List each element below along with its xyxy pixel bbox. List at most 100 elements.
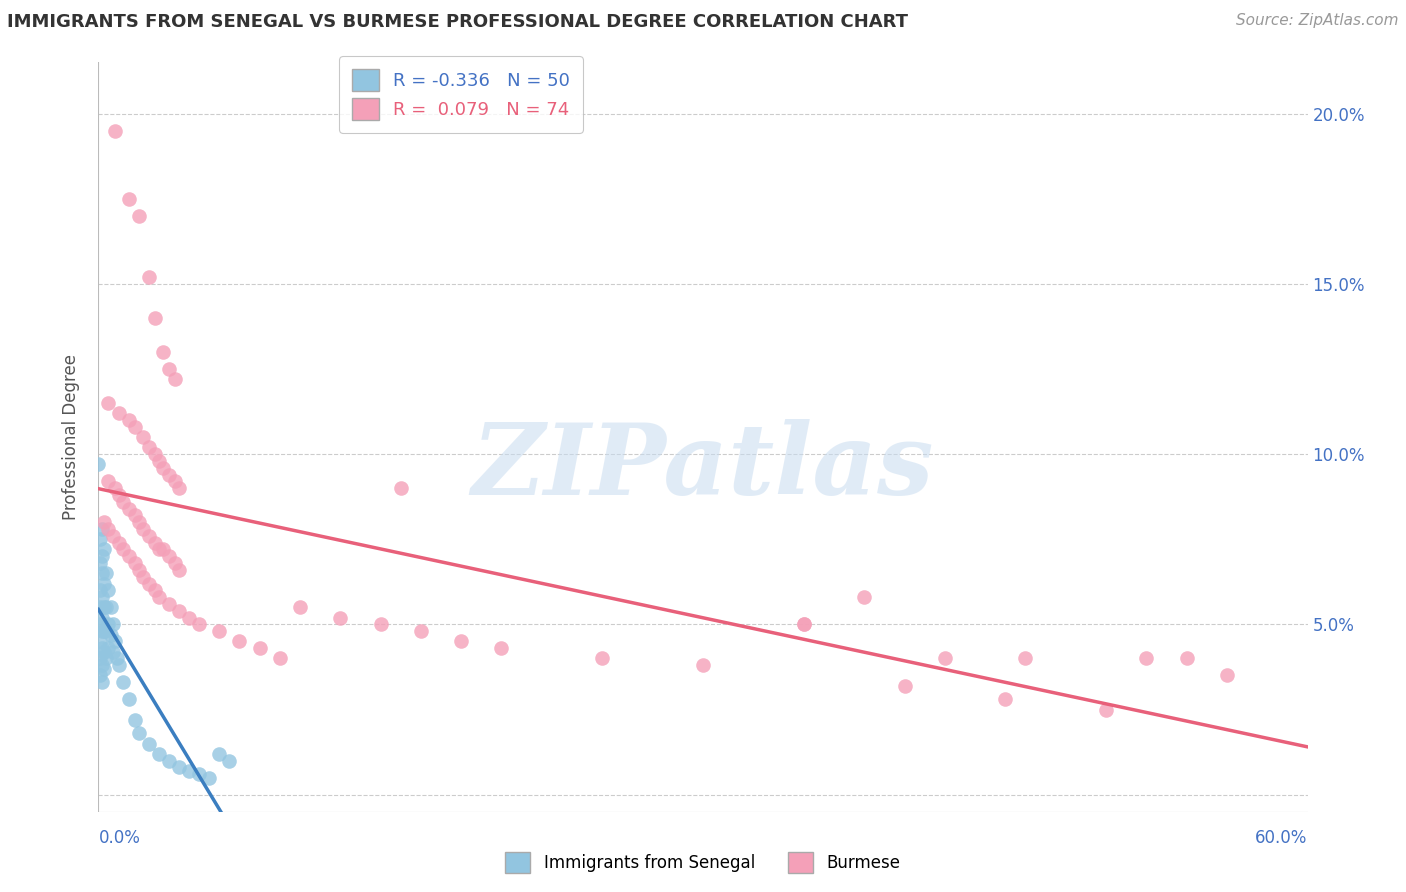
- Point: [188, 617, 211, 632]
- Point: [118, 549, 141, 564]
- Point: [111, 675, 134, 690]
- Point: [157, 597, 180, 611]
- Point: [143, 583, 166, 598]
- Point: [138, 529, 160, 543]
- Point: [101, 617, 124, 632]
- Point: [228, 634, 250, 648]
- Point: [143, 310, 166, 325]
- Point: [105, 651, 128, 665]
- Point: [101, 529, 124, 543]
- Point: [89, 583, 111, 598]
- Point: [93, 624, 115, 639]
- Point: [89, 634, 111, 648]
- Point: [132, 522, 155, 536]
- Point: [1014, 651, 1036, 665]
- Point: [96, 651, 118, 665]
- Point: [107, 535, 129, 549]
- Point: [179, 764, 201, 778]
- Y-axis label: Professional Degree: Professional Degree: [62, 354, 80, 520]
- Point: [111, 542, 134, 557]
- Point: [152, 542, 174, 557]
- Point: [96, 600, 118, 615]
- Point: [124, 713, 146, 727]
- Point: [87, 458, 110, 472]
- Point: [157, 549, 180, 564]
- Point: [208, 624, 231, 639]
- Point: [93, 576, 115, 591]
- Point: [97, 475, 120, 489]
- Point: [163, 556, 186, 570]
- Text: Source: ZipAtlas.com: Source: ZipAtlas.com: [1236, 13, 1399, 29]
- Point: [128, 726, 150, 740]
- Point: [93, 600, 115, 615]
- Point: [157, 362, 180, 376]
- Point: [188, 767, 211, 781]
- Point: [853, 590, 876, 604]
- Point: [163, 372, 186, 386]
- Point: [101, 645, 124, 659]
- Point: [97, 522, 120, 536]
- Point: [148, 454, 170, 468]
- Point: [103, 123, 125, 137]
- Legend: R = -0.336   N = 50, R =  0.079   N = 74: R = -0.336 N = 50, R = 0.079 N = 74: [339, 56, 583, 133]
- Point: [91, 658, 114, 673]
- Point: [157, 754, 180, 768]
- Point: [143, 535, 166, 549]
- Point: [167, 563, 190, 577]
- Point: [1216, 668, 1239, 682]
- Point: [91, 641, 114, 656]
- Point: [132, 570, 155, 584]
- Point: [218, 754, 240, 768]
- Point: [138, 270, 160, 285]
- Point: [148, 747, 170, 761]
- Point: [118, 692, 141, 706]
- Point: [208, 747, 231, 761]
- Point: [100, 627, 122, 641]
- Point: [128, 515, 150, 529]
- Point: [179, 610, 201, 624]
- Point: [198, 771, 221, 785]
- Point: [93, 662, 115, 676]
- Point: [167, 604, 190, 618]
- Point: [97, 641, 120, 656]
- Point: [96, 624, 118, 639]
- Point: [128, 209, 150, 223]
- Point: [124, 508, 146, 523]
- Point: [1135, 651, 1157, 665]
- Point: [124, 420, 146, 434]
- Point: [93, 515, 115, 529]
- Point: [329, 610, 352, 624]
- Point: [893, 679, 915, 693]
- Point: [89, 668, 111, 682]
- Point: [93, 645, 115, 659]
- Point: [152, 460, 174, 475]
- Point: [91, 610, 114, 624]
- Point: [128, 563, 150, 577]
- Point: [167, 760, 190, 774]
- Point: [269, 651, 291, 665]
- Point: [148, 542, 170, 557]
- Point: [96, 566, 118, 581]
- Point: [89, 600, 111, 615]
- Point: [152, 345, 174, 359]
- Point: [793, 617, 815, 632]
- Point: [1095, 702, 1118, 716]
- Point: [97, 583, 120, 598]
- Point: [934, 651, 956, 665]
- Point: [91, 590, 114, 604]
- Point: [138, 440, 160, 454]
- Point: [148, 590, 170, 604]
- Point: [89, 651, 111, 665]
- Point: [103, 634, 125, 648]
- Point: [167, 481, 190, 495]
- Point: [124, 556, 146, 570]
- Point: [97, 617, 120, 632]
- Point: [288, 600, 311, 615]
- Point: [89, 617, 111, 632]
- Point: [389, 481, 412, 495]
- Point: [157, 467, 180, 482]
- Point: [163, 475, 186, 489]
- Point: [91, 566, 114, 581]
- Point: [97, 396, 120, 410]
- Point: [132, 430, 155, 444]
